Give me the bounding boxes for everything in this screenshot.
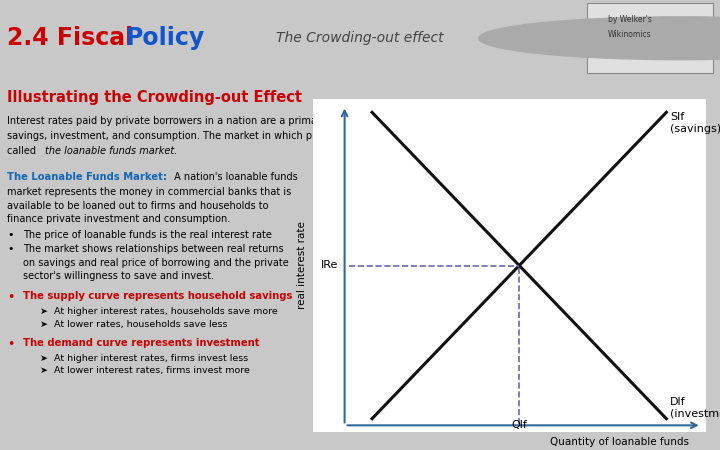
Text: The market shows relationships between real returns: The market shows relationships between r… <box>23 244 284 254</box>
Text: The supply curve represents household savings: The supply curve represents household sa… <box>23 291 292 301</box>
Text: savings, investment, and consumption. The market in which private interest rates: savings, investment, and consumption. Th… <box>7 130 484 141</box>
Text: IRe: IRe <box>321 261 338 270</box>
Text: Wikinomics: Wikinomics <box>608 30 652 39</box>
Text: finance private investment and consumption.: finance private investment and consumpti… <box>7 214 230 224</box>
Text: •: • <box>7 230 14 240</box>
Circle shape <box>479 17 720 60</box>
Text: Illustrating the Crowding-out Effect: Illustrating the Crowding-out Effect <box>7 90 302 104</box>
Text: ➤  At lower interest rates, firms invest more: ➤ At lower interest rates, firms invest … <box>40 366 249 375</box>
Text: A nation's loanable funds: A nation's loanable funds <box>171 172 298 182</box>
Text: the loanable funds market.: the loanable funds market. <box>45 146 177 156</box>
Text: The Loanable Funds Market:: The Loanable Funds Market: <box>7 172 167 182</box>
Text: The price of loanable funds is the real interest rate: The price of loanable funds is the real … <box>23 230 272 240</box>
Text: •: • <box>7 338 14 351</box>
Text: ➤  At lower rates, households save less: ➤ At lower rates, households save less <box>40 320 227 329</box>
Text: sector's willingness to save and invest.: sector's willingness to save and invest. <box>23 271 214 281</box>
Text: by Welker's: by Welker's <box>608 14 652 23</box>
Text: Dlf
(investment): Dlf (investment) <box>670 397 720 418</box>
Text: available to be loaned out to firms and households to: available to be loaned out to firms and … <box>7 201 269 211</box>
Text: The Crowding-out effect: The Crowding-out effect <box>276 31 444 45</box>
Text: real interest rate: real interest rate <box>297 221 307 310</box>
Text: ➤  At higher interest rates, firms invest less: ➤ At higher interest rates, firms invest… <box>40 354 248 363</box>
Text: Quantity of loanable funds: Quantity of loanable funds <box>550 437 689 447</box>
Text: The demand curve represents investment: The demand curve represents investment <box>23 338 259 348</box>
Text: Slf
(savings): Slf (savings) <box>670 112 720 134</box>
Text: ➤  At higher interest rates, households save more: ➤ At higher interest rates, households s… <box>40 307 277 316</box>
Text: •: • <box>7 244 14 254</box>
Text: market represents the money in commercial banks that is: market represents the money in commercia… <box>7 187 292 197</box>
Text: called: called <box>7 146 40 156</box>
Text: 2.4 Fiscal: 2.4 Fiscal <box>7 26 150 50</box>
Text: on savings and real price of borrowing and the private: on savings and real price of borrowing a… <box>23 258 289 268</box>
FancyBboxPatch shape <box>587 4 713 73</box>
Text: Interest rates paid by private borrowers in a nation are a primary determinant o: Interest rates paid by private borrowers… <box>7 116 466 126</box>
Text: •: • <box>7 291 14 304</box>
Text: Qlf: Qlf <box>511 420 527 430</box>
Text: Policy: Policy <box>126 26 205 50</box>
